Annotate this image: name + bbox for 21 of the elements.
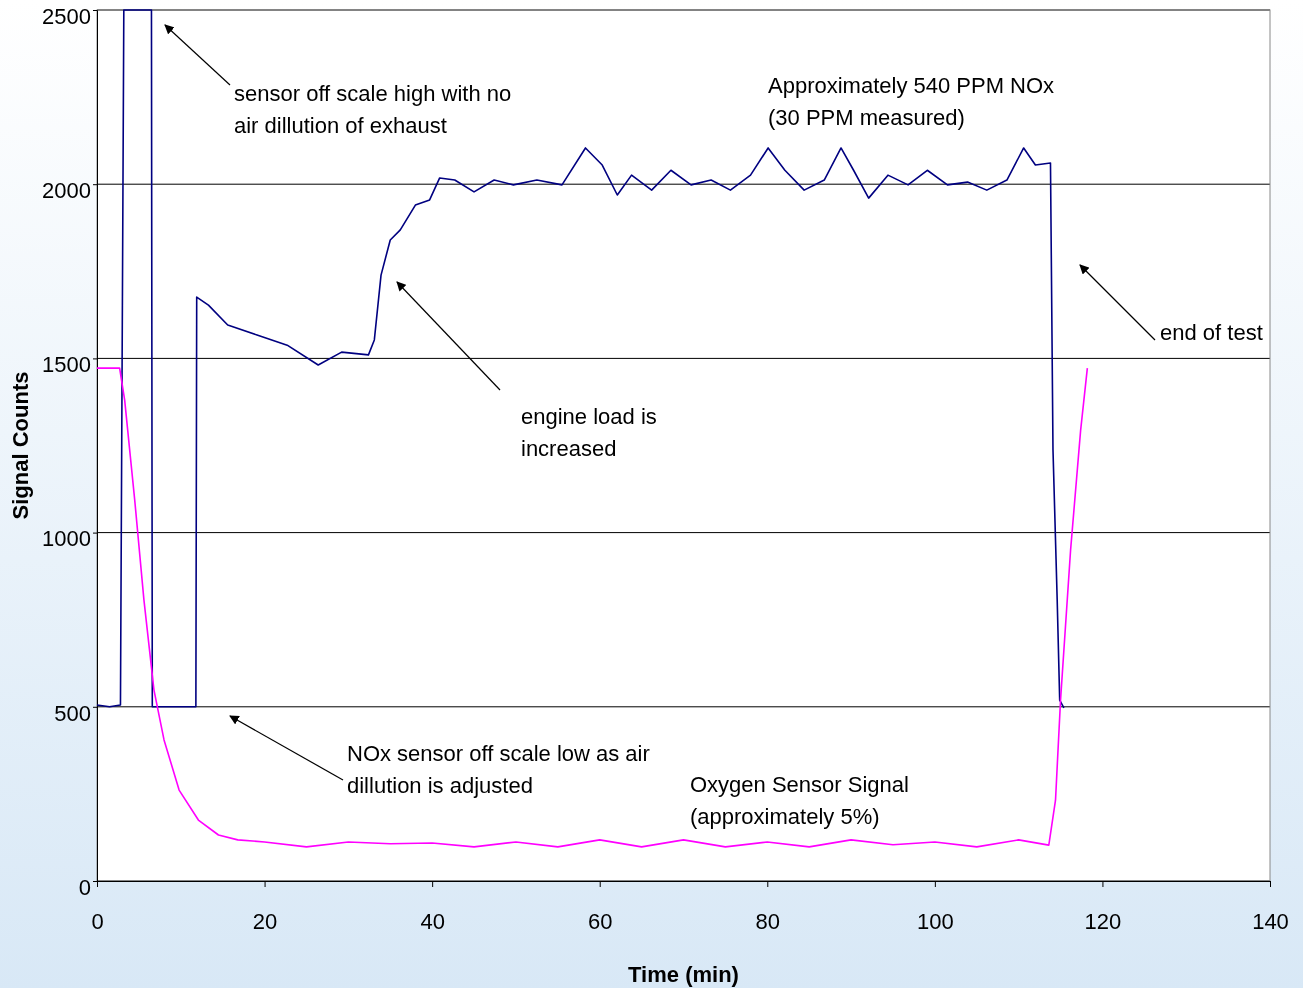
annotation: NOx sensor off scale low as air dillution is adjusted (347, 740, 650, 798)
x-tick-label: 100 (917, 908, 954, 934)
series-label: Oxygen Sensor Signal (approximately 5%) (690, 771, 909, 829)
y-tick-label: 2000 (42, 177, 91, 203)
y-tick-label: 2500 (42, 3, 91, 29)
y-tick-label: 1000 (42, 526, 91, 552)
annotation: engine load is increased (521, 403, 657, 461)
series-label: Approximately 540 PPM NOx (30 PPM measured) (768, 72, 1055, 130)
y-tick-label: 500 (54, 700, 91, 726)
y-tick-label: 0 (78, 874, 91, 900)
x-tick-label: 140 (1252, 908, 1289, 934)
x-tick-label: 20 (252, 908, 278, 934)
x-tick-label: 40 (420, 908, 445, 934)
x-axis-title: Time (min) (628, 962, 739, 987)
y-axis-title: Signal Counts (8, 371, 33, 520)
x-tick-label: 60 (587, 908, 613, 934)
annotation: end of test (1160, 319, 1263, 345)
annotation: sensor off scale high with no air dillution of exhaust (234, 80, 512, 138)
x-tick-label: 120 (1084, 908, 1122, 934)
x-tick-label: 80 (755, 908, 781, 934)
y-tick-label: 1500 (42, 352, 91, 378)
